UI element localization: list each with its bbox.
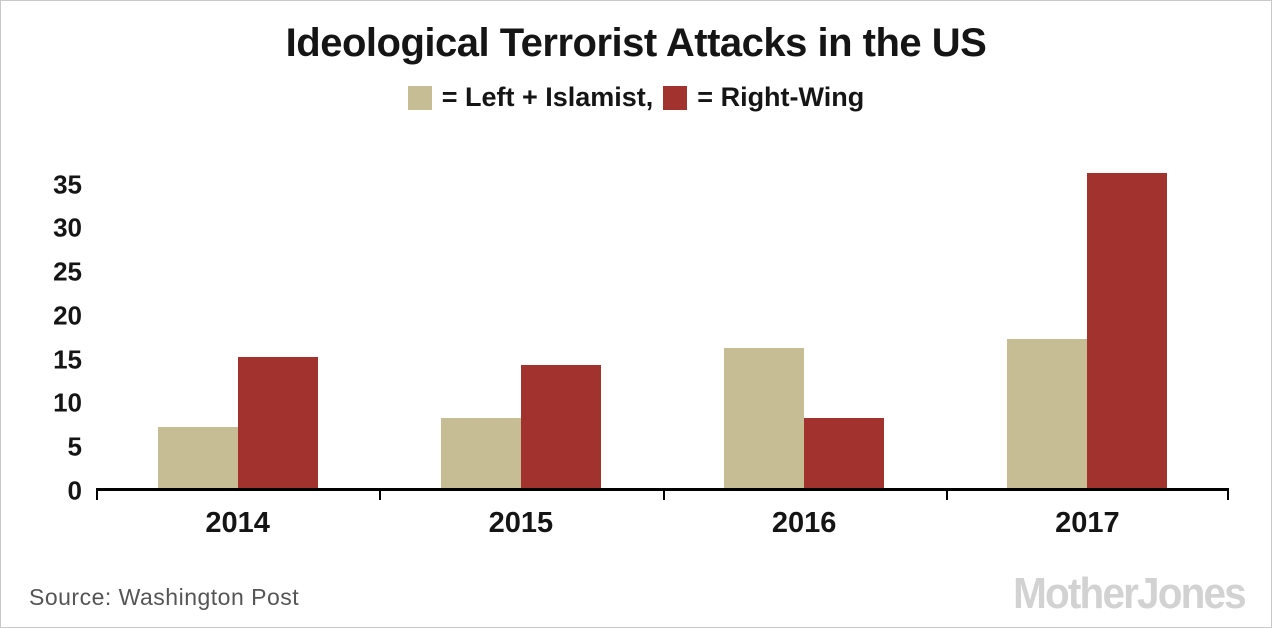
x-axis-tick: [945, 491, 948, 500]
chart-title: Ideological Terrorist Attacks in the US: [285, 21, 987, 65]
legend-label-right-wing: = Right-Wing: [697, 82, 865, 112]
bar-2015-right-wing: [520, 365, 601, 488]
y-tick-label: 20: [53, 300, 82, 331]
y-tick-label: 0: [67, 475, 82, 506]
x-axis-line: [96, 488, 1229, 491]
bar-2015-left-islamist: [440, 417, 521, 488]
x-tick-label-2016: 2016: [771, 507, 837, 539]
bar-2016-left-islamist: [724, 347, 805, 488]
y-tick-label: 25: [53, 256, 82, 287]
x-tick-label-2017: 2017: [1055, 507, 1120, 539]
bar-2014-left-islamist: [157, 426, 238, 488]
x-axis-tick: [379, 491, 382, 500]
bar-2014-right-wing: [237, 356, 318, 488]
source-text: Source: Washington Post: [29, 584, 300, 610]
plot-area: 0 5 10 15 20 25 30 35 2014 2015 2016 2017: [53, 164, 1229, 539]
x-axis-tick: [96, 491, 98, 500]
y-tick-label: 30: [53, 212, 82, 243]
y-tick-label: 10: [53, 387, 82, 418]
y-tick-label: 15: [53, 344, 82, 375]
legend-swatch-left-islamist: [407, 85, 432, 110]
y-tick-label: 5: [67, 431, 82, 462]
legend-label-left-islamist: = Left + Islamist,: [441, 82, 654, 112]
x-tick-label-2014: 2014: [205, 507, 270, 539]
y-tick-label: 35: [53, 169, 82, 200]
bar-2017-right-wing: [1087, 172, 1168, 488]
motherjones-logo: MotherJones: [1013, 569, 1247, 618]
x-axis-tick: [662, 491, 665, 500]
bar-2017-left-islamist: [1007, 339, 1088, 488]
legend-swatch-right-wing: [663, 85, 688, 110]
x-axis-tick: [1227, 491, 1229, 500]
bar-2016-right-wing: [804, 417, 885, 488]
bar-chart: 0 5 10 15 20 25 30 35 2014 2015 2016 2017: [53, 164, 1229, 539]
x-tick-label-2015: 2015: [488, 507, 554, 539]
chart-legend: = Left + Islamist, = Right-Wing: [1, 82, 1271, 113]
